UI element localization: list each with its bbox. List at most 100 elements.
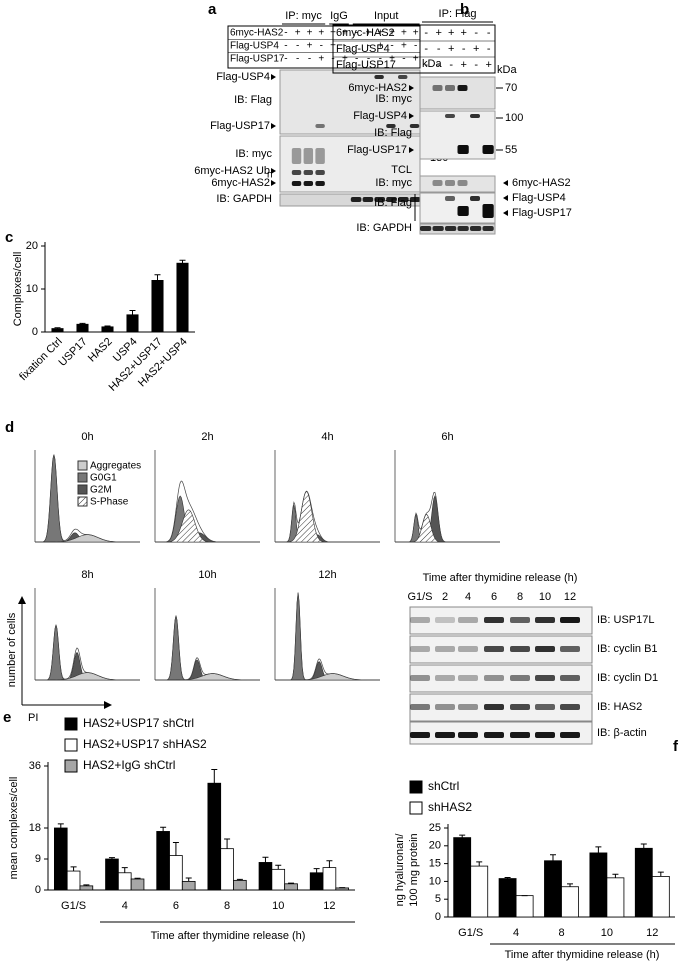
y-tick-label: 9 bbox=[35, 853, 41, 865]
blot-band bbox=[560, 675, 580, 681]
blot-band bbox=[457, 145, 469, 154]
sign: + bbox=[413, 54, 419, 65]
blot-label: Flag-USP4 bbox=[216, 71, 270, 83]
histogram-peak bbox=[395, 514, 500, 543]
blot-band bbox=[484, 704, 504, 710]
histogram-outline bbox=[35, 624, 140, 681]
y-tick-label: 10 bbox=[26, 283, 38, 295]
histogram-peak bbox=[395, 495, 500, 543]
shape bbox=[279, 69, 421, 135]
arrow bbox=[18, 596, 26, 604]
sign: - bbox=[296, 54, 299, 65]
row-label: Flag-USP4 bbox=[230, 41, 279, 52]
blot-band bbox=[458, 646, 478, 652]
bar bbox=[207, 782, 222, 891]
blot-label: IB: Flag bbox=[234, 94, 272, 106]
sign: + bbox=[389, 28, 395, 39]
sign: - bbox=[487, 43, 491, 55]
blot-band bbox=[435, 617, 455, 623]
y-tick-label: 20 bbox=[429, 840, 441, 852]
sign: - bbox=[355, 54, 358, 65]
bar bbox=[561, 886, 579, 918]
axis-label: number of cells bbox=[6, 612, 18, 687]
error-bar bbox=[640, 843, 647, 849]
shape bbox=[409, 780, 423, 794]
panel-letter: c bbox=[5, 229, 13, 246]
error-bar bbox=[476, 861, 483, 867]
error-bar bbox=[108, 857, 115, 859]
y-tick-label: 15 bbox=[429, 858, 441, 870]
bar bbox=[544, 860, 562, 918]
sign: - bbox=[424, 27, 428, 39]
x-tick-label: G1/S bbox=[458, 927, 483, 939]
bar bbox=[470, 865, 489, 918]
unit: kDa bbox=[422, 58, 442, 70]
bar bbox=[220, 848, 234, 891]
blot-band bbox=[482, 226, 494, 231]
unit: kDa bbox=[497, 64, 517, 76]
error-bar bbox=[70, 866, 77, 872]
sign: + bbox=[377, 41, 383, 52]
blot-band bbox=[432, 85, 443, 91]
error-bar bbox=[313, 868, 320, 873]
blot-band bbox=[409, 124, 420, 128]
shape bbox=[64, 717, 78, 731]
legend-label: Aggregates bbox=[90, 461, 141, 472]
bar bbox=[130, 878, 145, 891]
bar bbox=[284, 883, 298, 891]
sign: - bbox=[320, 41, 323, 52]
bar bbox=[105, 858, 119, 891]
shape bbox=[419, 175, 496, 193]
bar bbox=[53, 827, 68, 891]
error-bar bbox=[83, 884, 90, 886]
panel-letter: a bbox=[208, 1, 217, 18]
blot-label: TCL bbox=[391, 164, 412, 176]
blot-label: IB: myc bbox=[375, 93, 412, 105]
sign: - bbox=[296, 41, 299, 52]
blot-band bbox=[420, 226, 432, 231]
blot-band bbox=[510, 646, 530, 652]
sign: - bbox=[367, 41, 370, 52]
error-bar bbox=[288, 882, 295, 884]
error-bar bbox=[275, 864, 282, 870]
blot-label: IB: GAPDH bbox=[216, 193, 272, 205]
bar bbox=[606, 877, 625, 918]
sign: - bbox=[308, 54, 311, 65]
blot-band bbox=[445, 196, 455, 201]
bar bbox=[589, 852, 608, 918]
blot-band bbox=[458, 675, 478, 681]
sign: - bbox=[284, 41, 287, 52]
blot-label-right: Flag-USP17 bbox=[512, 207, 572, 219]
histogram-peak bbox=[275, 673, 380, 681]
sign: + bbox=[473, 43, 479, 55]
blot-band bbox=[535, 646, 555, 652]
sign: + bbox=[318, 54, 324, 65]
sign: - bbox=[449, 59, 453, 71]
blot-band bbox=[560, 617, 580, 623]
subscript: n bbox=[267, 170, 273, 181]
shape bbox=[332, 24, 496, 74]
blot-band bbox=[560, 732, 580, 738]
bar bbox=[498, 878, 517, 918]
arrow bbox=[409, 113, 414, 119]
blot-label: IB: GAPDH bbox=[356, 222, 412, 234]
blot-band bbox=[510, 732, 530, 738]
legend-label: HAS2+USP17 shHAS2 bbox=[83, 737, 207, 751]
panel-letter: d bbox=[5, 419, 14, 436]
sign: - bbox=[284, 54, 287, 65]
sign: - bbox=[367, 54, 370, 65]
legend-label: G2M bbox=[90, 485, 112, 496]
sign: + bbox=[401, 28, 407, 39]
arrow bbox=[271, 74, 276, 80]
error-bar bbox=[185, 877, 192, 882]
blot-band bbox=[482, 145, 494, 154]
error-bar bbox=[236, 878, 243, 881]
legend-label: G0G1 bbox=[90, 473, 117, 484]
blot-band bbox=[560, 646, 580, 652]
x-tick-label: 8 bbox=[558, 927, 564, 939]
blot-band bbox=[458, 617, 478, 623]
bar bbox=[101, 326, 114, 333]
legend-label: HAS2+IgG shCtrl bbox=[83, 758, 175, 772]
header: IP: myc bbox=[285, 10, 322, 22]
blot-band bbox=[445, 180, 455, 186]
